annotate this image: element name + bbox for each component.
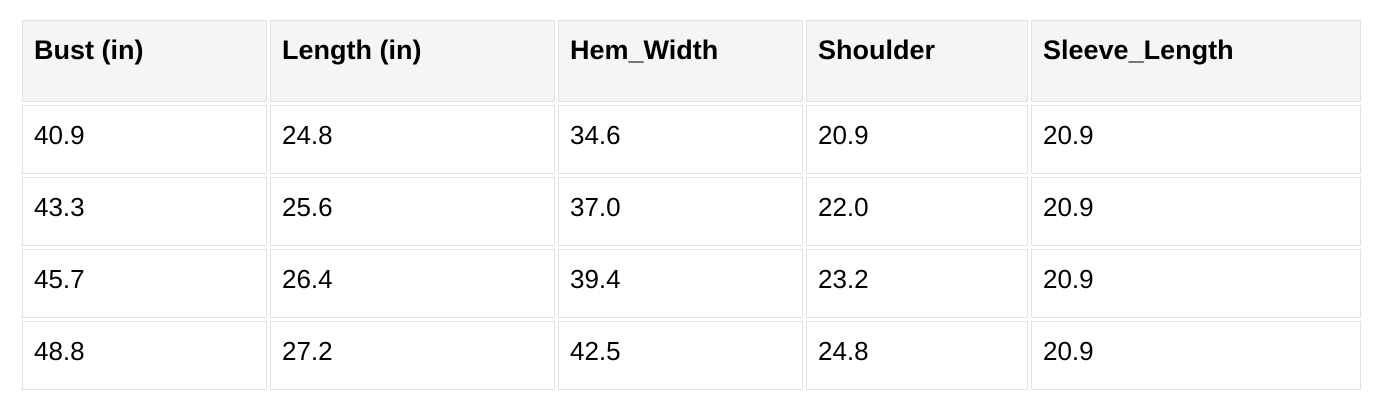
table-cell: 20.9: [1031, 321, 1361, 390]
table-row: 48.8 27.2 42.5 24.8 20.9: [22, 321, 1361, 390]
table-cell: 20.9: [806, 105, 1028, 174]
table-row: 40.9 24.8 34.6 20.9 20.9: [22, 105, 1361, 174]
table-row: 45.7 26.4 39.4 23.2 20.9: [22, 249, 1361, 318]
table-cell: 26.4: [270, 249, 555, 318]
table-cell: 48.8: [22, 321, 267, 390]
table-row: 43.3 25.6 37.0 22.0 20.9: [22, 177, 1361, 246]
column-header-shoulder: Shoulder: [806, 20, 1028, 102]
table-cell: 43.3: [22, 177, 267, 246]
table-cell: 20.9: [1031, 249, 1361, 318]
table-cell: 39.4: [558, 249, 803, 318]
table-cell: 40.9: [22, 105, 267, 174]
table-cell: 42.5: [558, 321, 803, 390]
table-cell: 20.9: [1031, 105, 1361, 174]
table-cell: 24.8: [806, 321, 1028, 390]
column-header-hem-width: Hem_Width: [558, 20, 803, 102]
table-cell: 27.2: [270, 321, 555, 390]
table-cell: 34.6: [558, 105, 803, 174]
table-cell: 45.7: [22, 249, 267, 318]
table-cell: 20.9: [1031, 177, 1361, 246]
table-cell: 25.6: [270, 177, 555, 246]
table-cell: 22.0: [806, 177, 1028, 246]
column-header-sleeve-length: Sleeve_Length: [1031, 20, 1361, 102]
table-cell: 24.8: [270, 105, 555, 174]
size-chart-table: Bust (in) Length (in) Hem_Width Shoulder…: [19, 17, 1364, 393]
header-row: Bust (in) Length (in) Hem_Width Shoulder…: [22, 20, 1361, 102]
column-header-length: Length (in): [270, 20, 555, 102]
table-cell: 37.0: [558, 177, 803, 246]
column-header-bust: Bust (in): [22, 20, 267, 102]
table-cell: 23.2: [806, 249, 1028, 318]
